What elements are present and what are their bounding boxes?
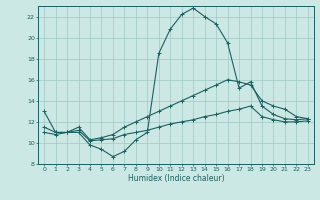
X-axis label: Humidex (Indice chaleur): Humidex (Indice chaleur) [128, 174, 224, 183]
